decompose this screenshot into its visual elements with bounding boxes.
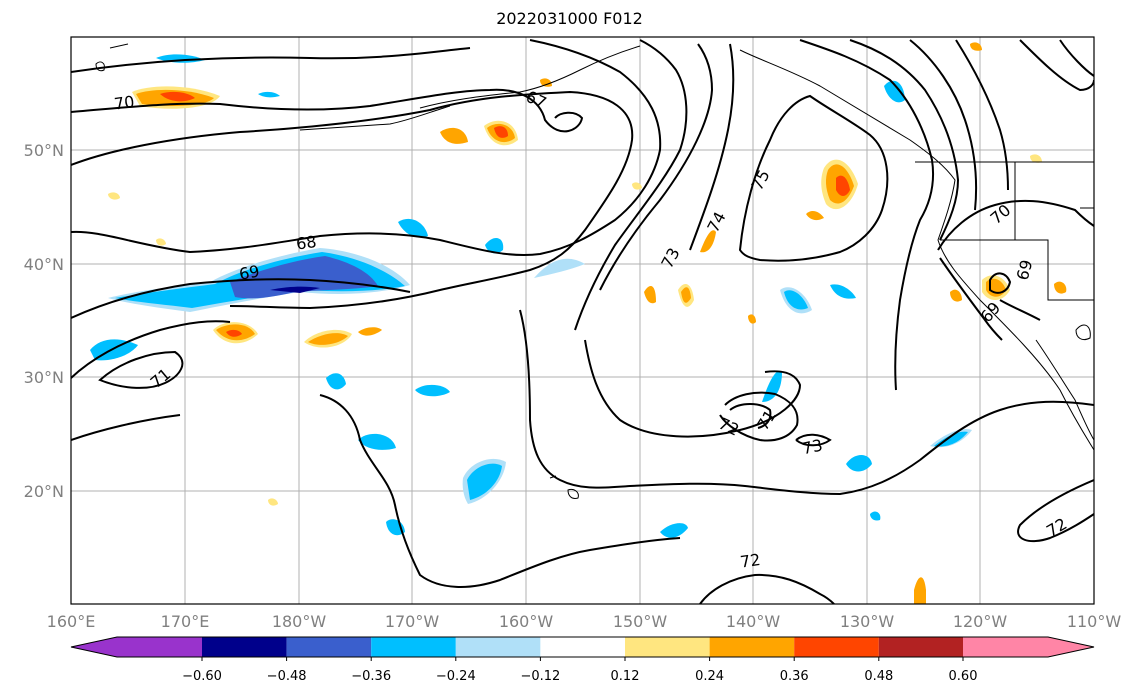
colorbar-outline [70, 636, 1095, 658]
lon-label: 150°W [613, 612, 668, 631]
contour-label: 70 [113, 92, 136, 114]
lon-label: 110°W [1067, 612, 1122, 631]
contour-label: 69 [1013, 258, 1037, 283]
lon-label: 130°W [840, 612, 895, 631]
lon-label: 140°W [726, 612, 781, 631]
colorbar-tick-label: −0.12 [520, 669, 560, 684]
lon-label: 160°E [47, 612, 96, 631]
colorbar-segment [540, 637, 625, 657]
contour-label: 72 [739, 550, 762, 572]
lat-label: 40°N [24, 255, 64, 274]
colorbar: −0.60 −0.48 −0.36 −0.24 −0.12 0.12 0.24 … [70, 636, 1095, 684]
lon-label: 170°W [385, 612, 440, 631]
colorbar-tick-label: 0.12 [611, 669, 640, 684]
colorbar-tick-label: 0.60 [949, 669, 978, 684]
colorbar-segment [286, 637, 372, 657]
lat-label: 20°N [24, 482, 64, 501]
colorbar-segment [202, 637, 287, 657]
colorbar-tick-label: 0.48 [864, 669, 893, 684]
colorbar-segment [709, 637, 795, 657]
longitude-labels: 160°E 170°E 180°W 170°W 160°W 150°W 140°… [47, 612, 1122, 631]
latitude-labels: 50°N 40°N 30°N 20°N [24, 141, 64, 501]
coastlines [95, 43, 1094, 499]
colorbar-segment [878, 637, 963, 657]
lon-label: 180°W [272, 612, 327, 631]
colorbar-segment [371, 637, 456, 657]
contour-label: 69 [238, 262, 261, 284]
map-title: 2022031000 F012 [496, 9, 643, 28]
map-area [71, 37, 1094, 604]
colorbar-tick-label: 0.36 [780, 669, 809, 684]
colorbar-segment [794, 637, 879, 657]
colorbar-segment [963, 637, 1094, 657]
lon-label: 120°W [953, 612, 1008, 631]
colorbar-tick-label: 0.24 [695, 669, 724, 684]
lat-label: 50°N [24, 141, 64, 160]
colorbar-segment [455, 637, 541, 657]
colorbar-segment [625, 637, 710, 657]
lon-label: 160°W [499, 612, 554, 631]
map-frame [70, 36, 1095, 605]
colorbar-tick-label: −0.60 [182, 669, 222, 684]
colorbar-tick-label: −0.24 [436, 669, 476, 684]
lon-label: 170°E [161, 612, 210, 631]
colorbar-tick-label: −0.36 [351, 669, 391, 684]
lat-label: 30°N [24, 368, 64, 387]
colorbar-tick-label: −0.48 [267, 669, 307, 684]
colorbar-segment [71, 637, 202, 657]
height-contours [71, 39, 1094, 604]
contour-label: 68 [295, 232, 318, 254]
contour-label: 73 [800, 435, 824, 458]
